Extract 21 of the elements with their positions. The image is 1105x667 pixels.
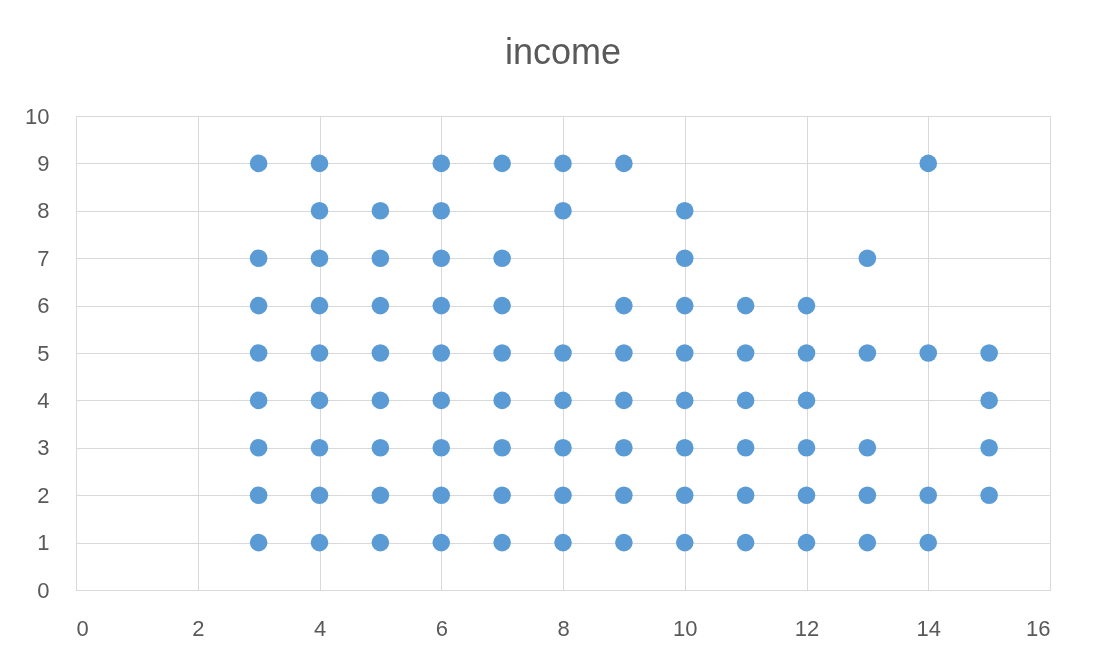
x-tick-label: 12 xyxy=(794,615,820,641)
y-tick-label: 7 xyxy=(37,245,50,271)
x-tick-label: 6 xyxy=(435,615,448,641)
y-tick-label: 3 xyxy=(37,435,50,461)
x-tick-label: 0 xyxy=(76,615,89,641)
x-tick-label: 4 xyxy=(313,615,327,641)
chart-title: income xyxy=(504,31,622,72)
y-tick-label: 0 xyxy=(37,577,50,603)
x-tick-label: 14 xyxy=(916,615,941,641)
x-tick-label: 16 xyxy=(1026,615,1051,641)
y-tick-label: 4 xyxy=(37,387,50,413)
y-tick-label: 1 xyxy=(37,530,50,556)
x-tick-label: 10 xyxy=(673,615,698,641)
x-tick-label: 8 xyxy=(557,615,570,641)
y-tick-label: 10 xyxy=(25,103,50,129)
y-tick-label: 8 xyxy=(37,198,50,224)
y-tick-label: 5 xyxy=(37,340,50,366)
x-tick-label: 2 xyxy=(192,615,205,641)
y-tick-label: 2 xyxy=(37,482,50,508)
y-tick-label: 9 xyxy=(37,150,50,176)
y-tick-label: 6 xyxy=(37,293,50,319)
